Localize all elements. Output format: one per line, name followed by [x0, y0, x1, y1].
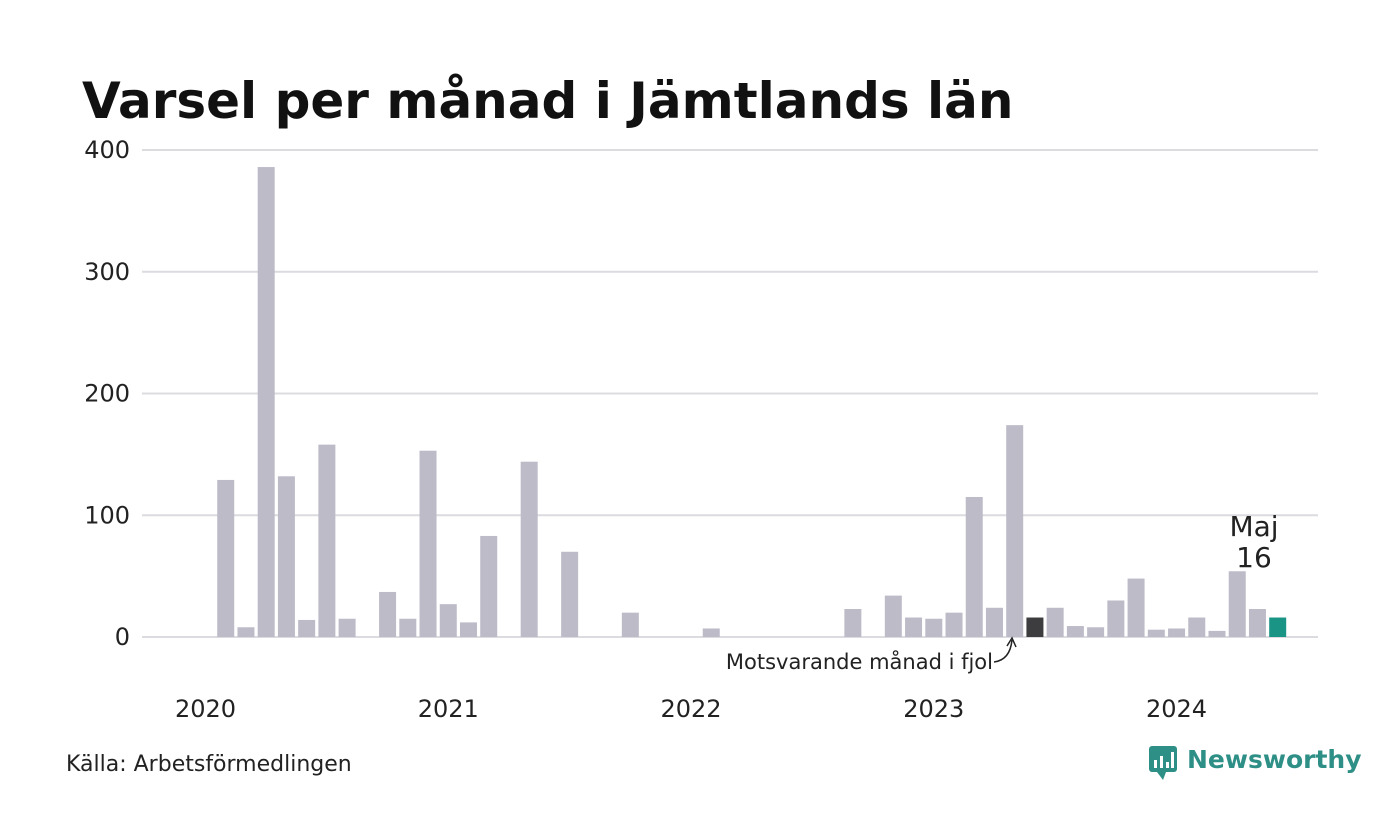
x-tick-label: 2023	[903, 695, 964, 723]
bar-2020-12	[419, 450, 437, 637]
bar-2023-02	[945, 612, 963, 637]
bar-2022-11	[884, 595, 902, 637]
bar-2020-05	[277, 476, 295, 637]
bar-2024-03	[1208, 630, 1226, 637]
annotation-arrow	[993, 639, 1013, 663]
bar-2021-05	[520, 461, 538, 637]
x-tick-label: 2024	[1146, 695, 1207, 723]
bar-2024-02	[1188, 617, 1206, 637]
bar-2021-01	[439, 604, 457, 637]
x-tick-label: 2022	[660, 695, 721, 723]
bar-2024-05	[1248, 608, 1266, 637]
bar-2022-09	[844, 608, 862, 637]
y-axis: 0 100 200 300 400	[84, 136, 130, 651]
bar-2021-03	[480, 535, 498, 637]
bar-2023-01	[925, 618, 943, 637]
x-tick-label: 2021	[418, 695, 479, 723]
annotation-label: Motsvarande månad i fjol	[726, 649, 993, 674]
newsworthy-logo-icon	[1149, 746, 1177, 780]
bar-2020-10	[379, 591, 397, 637]
bar-2023-12	[1147, 629, 1165, 637]
highlight-label: Maj 16	[1229, 510, 1278, 574]
bar-2023-03	[965, 496, 983, 637]
bar-2023-09	[1087, 627, 1105, 637]
y-tick-label: 200	[84, 380, 130, 408]
bar-2024-01	[1168, 628, 1186, 637]
chart-title: Varsel per månad i Jämtlands län	[82, 72, 1014, 130]
source-note: Källa: Arbetsförmedlingen	[66, 752, 352, 777]
newsworthy-logo[interactable]: Newsworthy	[1149, 745, 1362, 780]
bar-2022-12	[905, 617, 923, 637]
y-tick-label: 400	[84, 136, 130, 164]
bar-2021-02	[459, 622, 477, 637]
bar-2020-08	[338, 618, 356, 637]
bar-2020-06	[298, 619, 316, 637]
bar-2021-07	[561, 551, 579, 637]
bar-2021-10	[621, 612, 639, 637]
bar-2022-02	[702, 628, 720, 637]
brand-name: Newsworthy	[1187, 745, 1362, 774]
x-axis: 2020 2021 2022 2023 2024	[175, 695, 1207, 723]
bar-2020-02	[217, 479, 235, 637]
bar-2023-07	[1046, 607, 1064, 637]
highlight-value: 16	[1236, 541, 1272, 574]
bar-2023-08	[1066, 626, 1084, 637]
bar-2020-11	[399, 618, 417, 637]
bar-undefined	[1269, 617, 1287, 637]
bar-2023-04	[985, 607, 1003, 637]
bar-2020-07	[318, 444, 336, 637]
bar-2020-03	[237, 627, 255, 637]
bars	[217, 167, 1287, 638]
x-tick-label: 2020	[175, 695, 236, 723]
bar-2023-06	[1026, 617, 1044, 637]
y-tick-label: 300	[84, 258, 130, 286]
annotation: Motsvarande månad i fjol	[726, 636, 1017, 674]
bar-2023-11	[1127, 578, 1145, 637]
annotation-arrowhead	[1006, 636, 1017, 648]
highlight-month: Maj	[1229, 510, 1278, 543]
bar-2024-04	[1228, 571, 1246, 637]
bar-2023-10	[1107, 600, 1125, 637]
y-tick-label: 100	[84, 501, 130, 529]
y-tick-label: 0	[115, 623, 130, 651]
bar-2020-04	[257, 167, 275, 638]
bar-2023-05	[1006, 425, 1024, 637]
